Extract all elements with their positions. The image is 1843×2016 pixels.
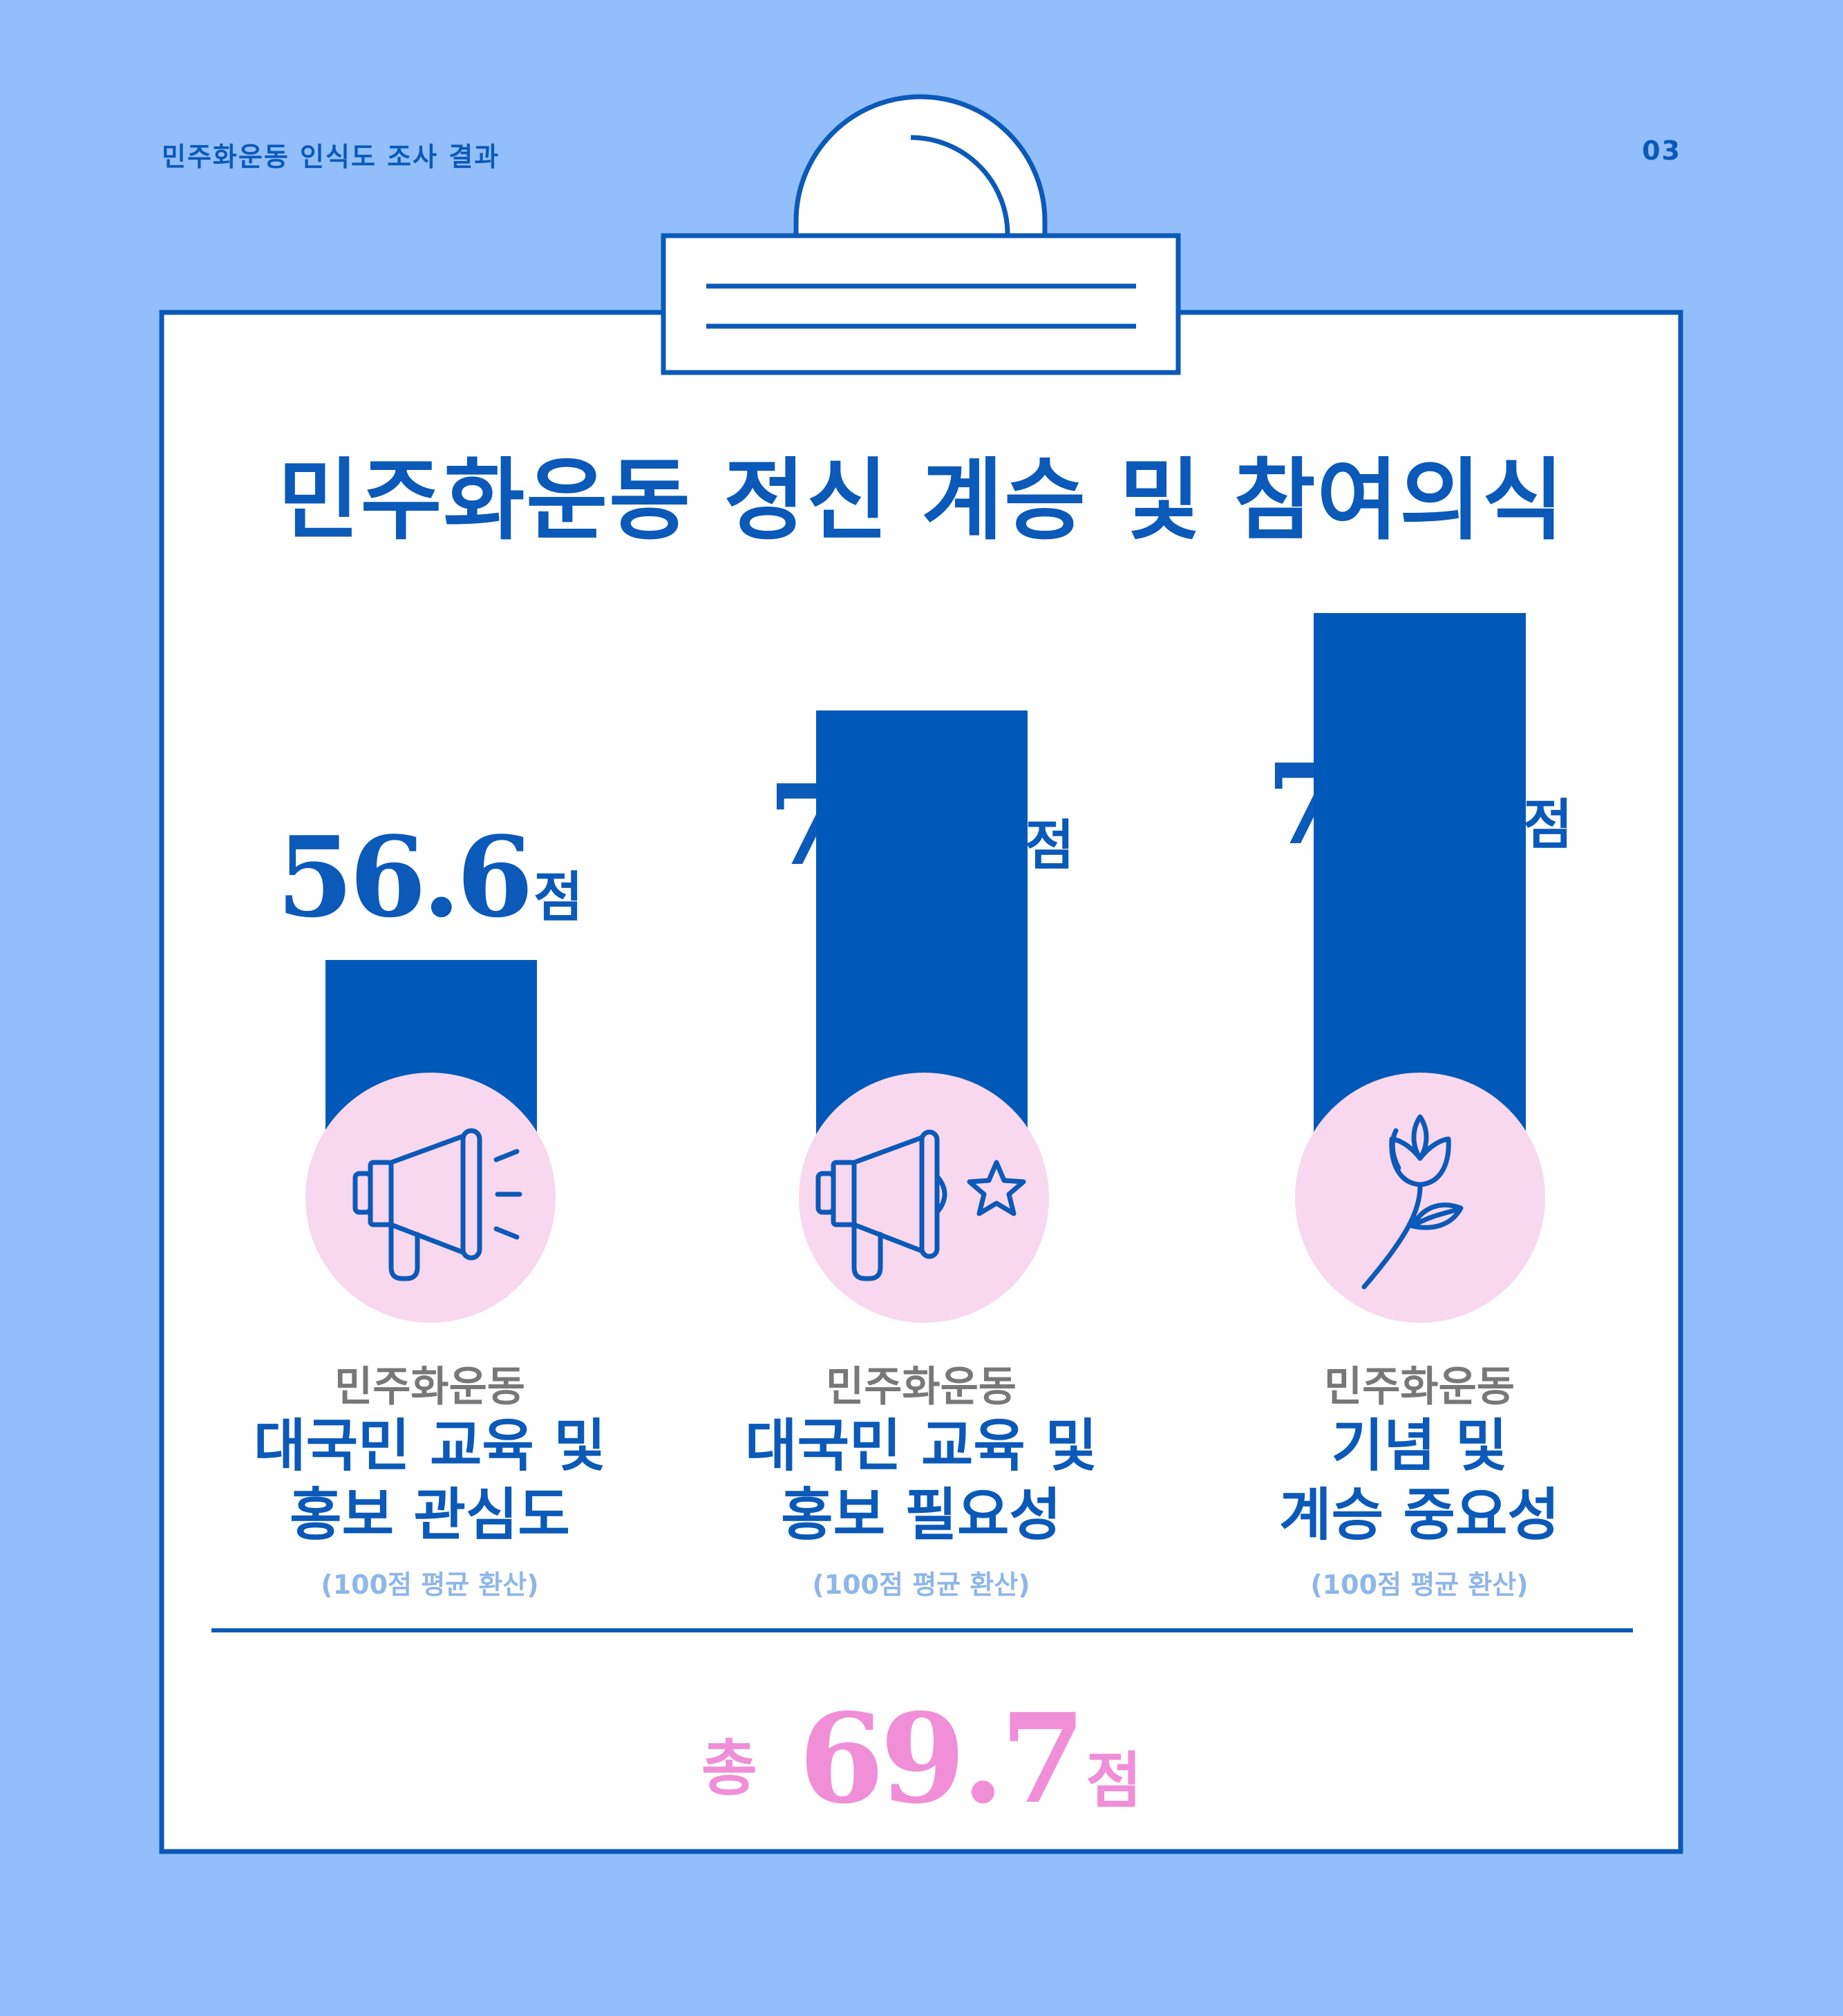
value-unit-3: 점 — [1522, 794, 1573, 856]
category-prefix-2: 민주화운동 — [826, 1363, 1017, 1411]
category-note-1: (100점 평균 환산) — [321, 1570, 539, 1600]
icon-badge-1 — [305, 1073, 556, 1323]
value-number-1: 56.6 — [276, 812, 533, 942]
value-unit-1: 점 — [533, 867, 583, 929]
category-name-2-line2: 홍보 필요성 — [781, 1482, 1061, 1548]
megaphone-star-icon — [815, 1129, 1026, 1281]
category-prefix-1: 민주화운동 — [334, 1363, 525, 1411]
chart-column-3: 79.1점 민주화운동 기념 및 계승 중요성 (100점 평균 환산) — [1219, 0, 1620, 2016]
icon-badge-3 — [1295, 1073, 1545, 1323]
value-unit-2: 점 — [1024, 815, 1075, 877]
total-label: 총 — [701, 1733, 757, 1804]
category-note-3: (100점 평균 환산) — [1310, 1570, 1529, 1600]
chart-column-2: 72.8점 민주화운동 대국민 교육 및 홍보 필요성 (100점 평균 환산) — [721, 0, 1122, 2016]
clipboard-clip-arch — [793, 94, 1048, 236]
flower-icon — [1361, 1114, 1464, 1290]
survey-title: 민주화운동 인식도 조사 결과 — [162, 142, 500, 172]
value-label-1: 56.6점 — [229, 812, 630, 942]
clipboard-clip-hole-arc — [910, 135, 1010, 236]
chart-title: 민주화운동 정신 계승 및 참여의식 — [278, 449, 1565, 552]
category-prefix-3: 민주화운동 — [1324, 1363, 1515, 1411]
clipboard-clip-plate — [661, 233, 1181, 375]
chart-column-1: 56.6점 민주화운동 대국민 교육 및 홍보 관심도 (100점 평균 환산) — [229, 0, 630, 2016]
icon-badge-2 — [799, 1073, 1049, 1323]
category-name-3-line2: 계승 중요성 — [1279, 1482, 1560, 1548]
total-score: 총 69.7점 — [0, 1686, 1843, 1831]
divider — [211, 1628, 1633, 1632]
category-name-3-line1: 기념 및 — [1331, 1413, 1508, 1479]
category-name-1-line2: 홍보 관심도 — [290, 1482, 570, 1548]
page-number: 03 — [1642, 135, 1681, 166]
total-unit: 점 — [1086, 1745, 1142, 1816]
total-value: 69.7 — [798, 1686, 1086, 1831]
category-name-1-line1: 대국민 교육 및 — [254, 1413, 606, 1479]
category-note-2: (100점 평균 환산) — [812, 1570, 1030, 1600]
megaphone-icon — [352, 1128, 522, 1281]
category-name-2-line1: 대국민 교육 및 — [745, 1413, 1097, 1479]
